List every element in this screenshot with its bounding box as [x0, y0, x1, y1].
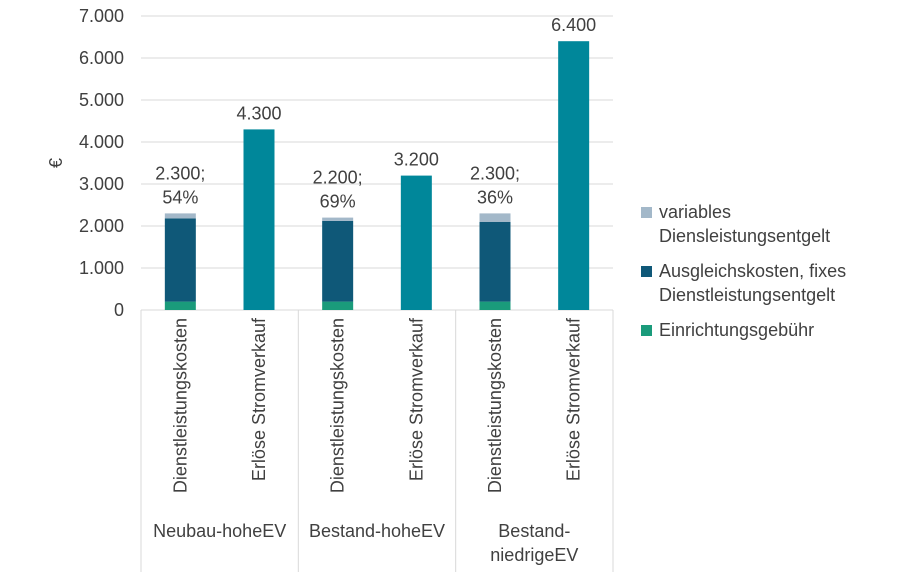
- legend-item: Einrichtungsgebühr: [637, 318, 912, 342]
- y-tick-label: 6.000: [79, 48, 124, 68]
- bar-data-label: 36%: [477, 187, 513, 207]
- category-label: Dienstleistungskosten: [170, 318, 190, 493]
- bar-segment-variabel: [322, 217, 354, 221]
- bar-data-label: 54%: [162, 187, 198, 207]
- category-label: Erlöse Stromverkauf: [406, 317, 426, 481]
- bar-data-label: 2.200;: [313, 168, 363, 188]
- category-label: Erlöse Stromverkauf: [564, 317, 584, 481]
- y-tick-label: 1.000: [79, 258, 124, 278]
- legend-item: Ausgleichskosten, fixes Dienstleistungsen…: [637, 259, 912, 307]
- bar-data-label: 6.400: [551, 15, 596, 35]
- legend-label: Dienstleistungsentgelt: [659, 285, 836, 305]
- y-tick-label: 7.000: [79, 6, 124, 26]
- bar-data-label: 3.200: [394, 150, 439, 170]
- legend-label: Diensleistungsentgelt: [659, 226, 831, 246]
- bar-segment-strom: [558, 41, 590, 310]
- y-tick-label: 4.000: [79, 132, 124, 152]
- bar-segment-variabel: [164, 213, 196, 219]
- y-axis-label: €: [46, 158, 66, 168]
- legend-item: variables Diensleistungsentgelt: [637, 200, 912, 248]
- bar-segment-ausgleich: [164, 218, 196, 302]
- bar-data-label: 2.300;: [155, 163, 205, 183]
- group-label: Bestand-hoheEV: [309, 521, 445, 541]
- y-tick-label: 2.000: [79, 216, 124, 236]
- y-tick-label: 0: [114, 300, 124, 320]
- category-label: Dienstleistungskosten: [485, 318, 505, 493]
- legend-label: Einrichtungsgebühr: [659, 320, 815, 340]
- group-label: niedrigeEV: [490, 545, 578, 565]
- bar-data-label: 69%: [320, 192, 356, 212]
- bar-data-label: 2.300;: [470, 163, 520, 183]
- bar-segment-einrichtung: [164, 301, 196, 310]
- category-label: Dienstleistungskosten: [328, 318, 348, 493]
- category-label: Erlöse Stromverkauf: [249, 317, 269, 481]
- group-label: Neubau-hoheEV: [153, 521, 286, 541]
- legend-swatch: [641, 207, 652, 218]
- chart-legend: variables Diensleistungsentgelt Ausgleichs…: [637, 200, 912, 353]
- bar-segment-ausgleich: [322, 220, 354, 302]
- bar-segment-strom: [400, 175, 432, 310]
- legend-label: variables: [659, 202, 732, 222]
- bar-segment-ausgleich: [479, 221, 511, 302]
- bar-segment-variabel: [479, 213, 511, 222]
- legend-swatch: [641, 325, 652, 336]
- y-tick-label: 5.000: [79, 90, 124, 110]
- legend-label: Ausgleichskosten, fixes: [659, 261, 847, 281]
- group-label: Bestand-: [498, 521, 570, 541]
- legend-swatch: [641, 266, 652, 277]
- bar-segment-strom: [243, 129, 275, 310]
- bar-data-label: 4.300: [236, 103, 281, 123]
- bar-segment-einrichtung: [479, 301, 511, 310]
- y-tick-label: 3.000: [79, 174, 124, 194]
- bar-segment-einrichtung: [322, 301, 354, 310]
